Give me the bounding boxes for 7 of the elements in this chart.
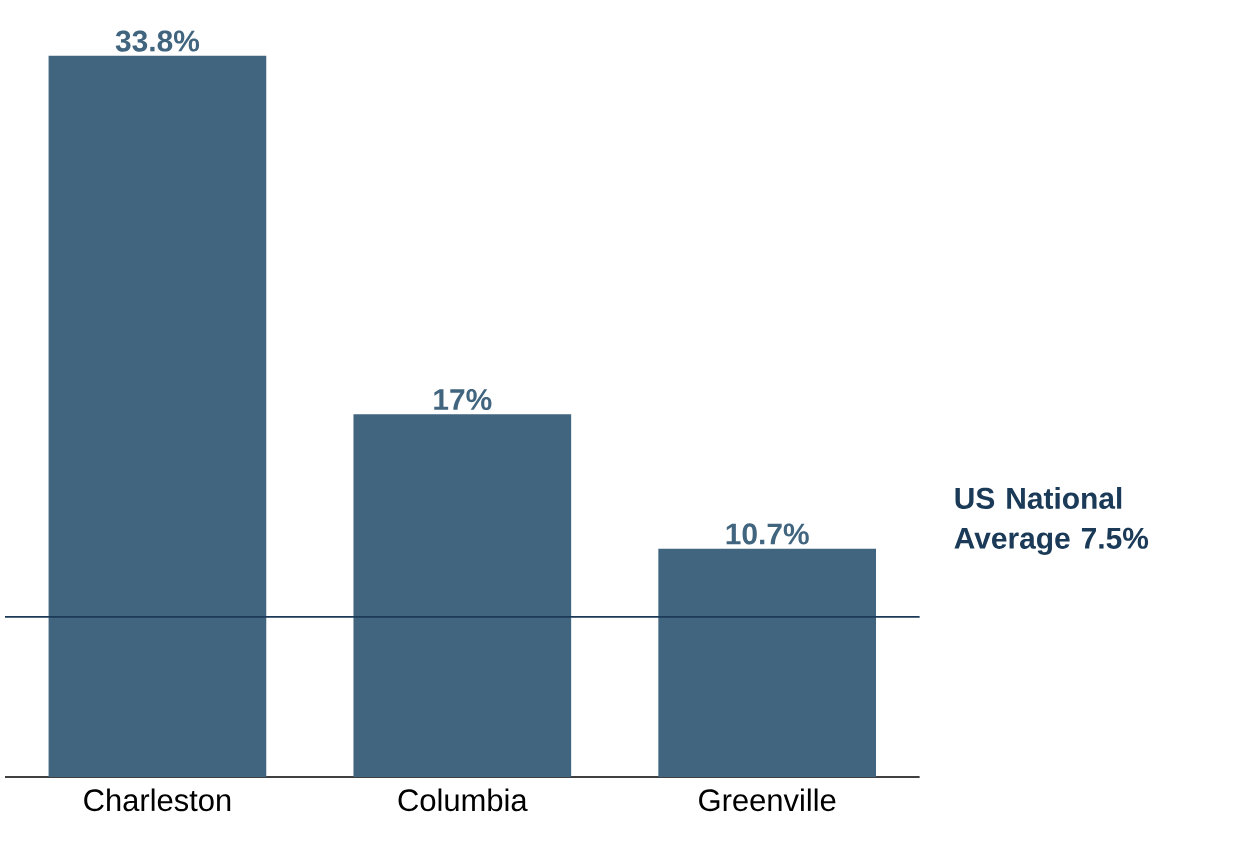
data-label: 10.7% — [726, 523, 809, 545]
x-tick-label: Columbia — [398, 788, 528, 812]
data-label: 17% — [434, 389, 492, 411]
x-tick-label: Greenville — [699, 788, 836, 812]
x-tick-label: Charleston — [84, 788, 231, 812]
ref-line-label: US National Average 7.5% — [954, 487, 1149, 556]
data-label: 33.8% — [115, 30, 200, 52]
